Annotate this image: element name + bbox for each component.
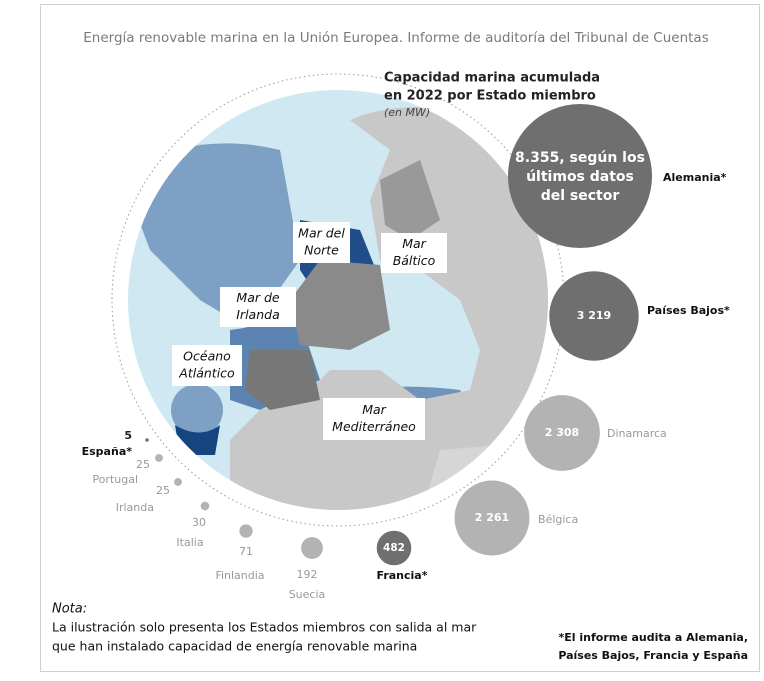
region-box — [293, 222, 350, 263]
bubble — [376, 530, 412, 566]
value-label: 25 — [136, 458, 150, 471]
value-label: 30 — [192, 516, 206, 529]
value-label: 8.355, según los últimos datos del sector — [515, 150, 645, 204]
heading: en 2022 por Estado miembro — [384, 89, 596, 104]
region-label: Mar — [362, 402, 386, 417]
country-label: Dinamarca — [607, 427, 667, 440]
map — [128, 90, 548, 510]
note: La ilustración solo presenta los Estados… — [52, 620, 477, 635]
value-label: 25 — [156, 484, 170, 497]
region-label: Océano — [183, 349, 231, 364]
country-label: España* — [82, 445, 133, 458]
land — [290, 260, 390, 350]
value-label: 71 — [239, 545, 253, 558]
region-label: Irlanda — [236, 307, 279, 322]
bubble — [145, 438, 149, 442]
bubble — [524, 395, 600, 471]
region-label: Norte — [304, 243, 339, 258]
bubble — [507, 103, 653, 249]
value-label: 2 261 — [475, 511, 509, 524]
bubble — [155, 454, 163, 462]
region-box — [220, 287, 296, 327]
title: Energía renovable marina en la Unión Eur… — [83, 30, 709, 46]
bubble — [301, 537, 323, 559]
sea-zone — [171, 384, 223, 436]
country-label: Finlandia — [215, 569, 264, 582]
value-label: 3 219 — [577, 309, 611, 322]
frame — [40, 4, 760, 672]
country-label: Italia — [176, 536, 203, 549]
value-label: 482 — [383, 542, 405, 554]
land — [230, 107, 548, 510]
region-label: Mar de — [236, 290, 279, 305]
value-label: 5 — [124, 429, 132, 442]
region-box — [381, 233, 447, 273]
value-label: 192 — [297, 568, 318, 581]
bubble — [200, 501, 210, 511]
bubble — [454, 480, 530, 556]
bubble — [549, 271, 639, 361]
region-label: Mar — [402, 236, 426, 251]
note: que han instalado capacidad de energía r… — [52, 639, 417, 654]
country-label: Bélgica — [538, 513, 578, 526]
country-label: Alemania* — [663, 171, 727, 184]
region-label: Báltico — [393, 253, 436, 268]
note-title: Nota: — [52, 602, 87, 617]
bubble — [239, 524, 253, 538]
land — [245, 350, 320, 410]
region-label: Mar del — [298, 226, 345, 241]
country-label: Francia* — [377, 569, 428, 582]
country-label: Irlanda — [116, 501, 154, 514]
land — [380, 160, 440, 240]
sea-zone — [128, 143, 300, 330]
region-box — [172, 345, 242, 386]
region-label: Atlántico — [178, 366, 235, 381]
region-label: Mediterráneo — [332, 419, 416, 434]
country-label: Suecia — [289, 588, 326, 601]
heading: Capacidad marina acumulada — [384, 71, 600, 86]
value-label: 2 308 — [545, 426, 579, 439]
bubble — [174, 478, 182, 486]
footnote: *El informe audita a Alemania, — [559, 631, 748, 644]
country-label: Países Bajos* — [647, 304, 730, 317]
region-box — [323, 398, 425, 440]
country-label: Portugal — [92, 473, 138, 486]
footnote: Países Bajos, Francia y España — [558, 649, 748, 662]
unit: (en MW) — [384, 106, 430, 119]
